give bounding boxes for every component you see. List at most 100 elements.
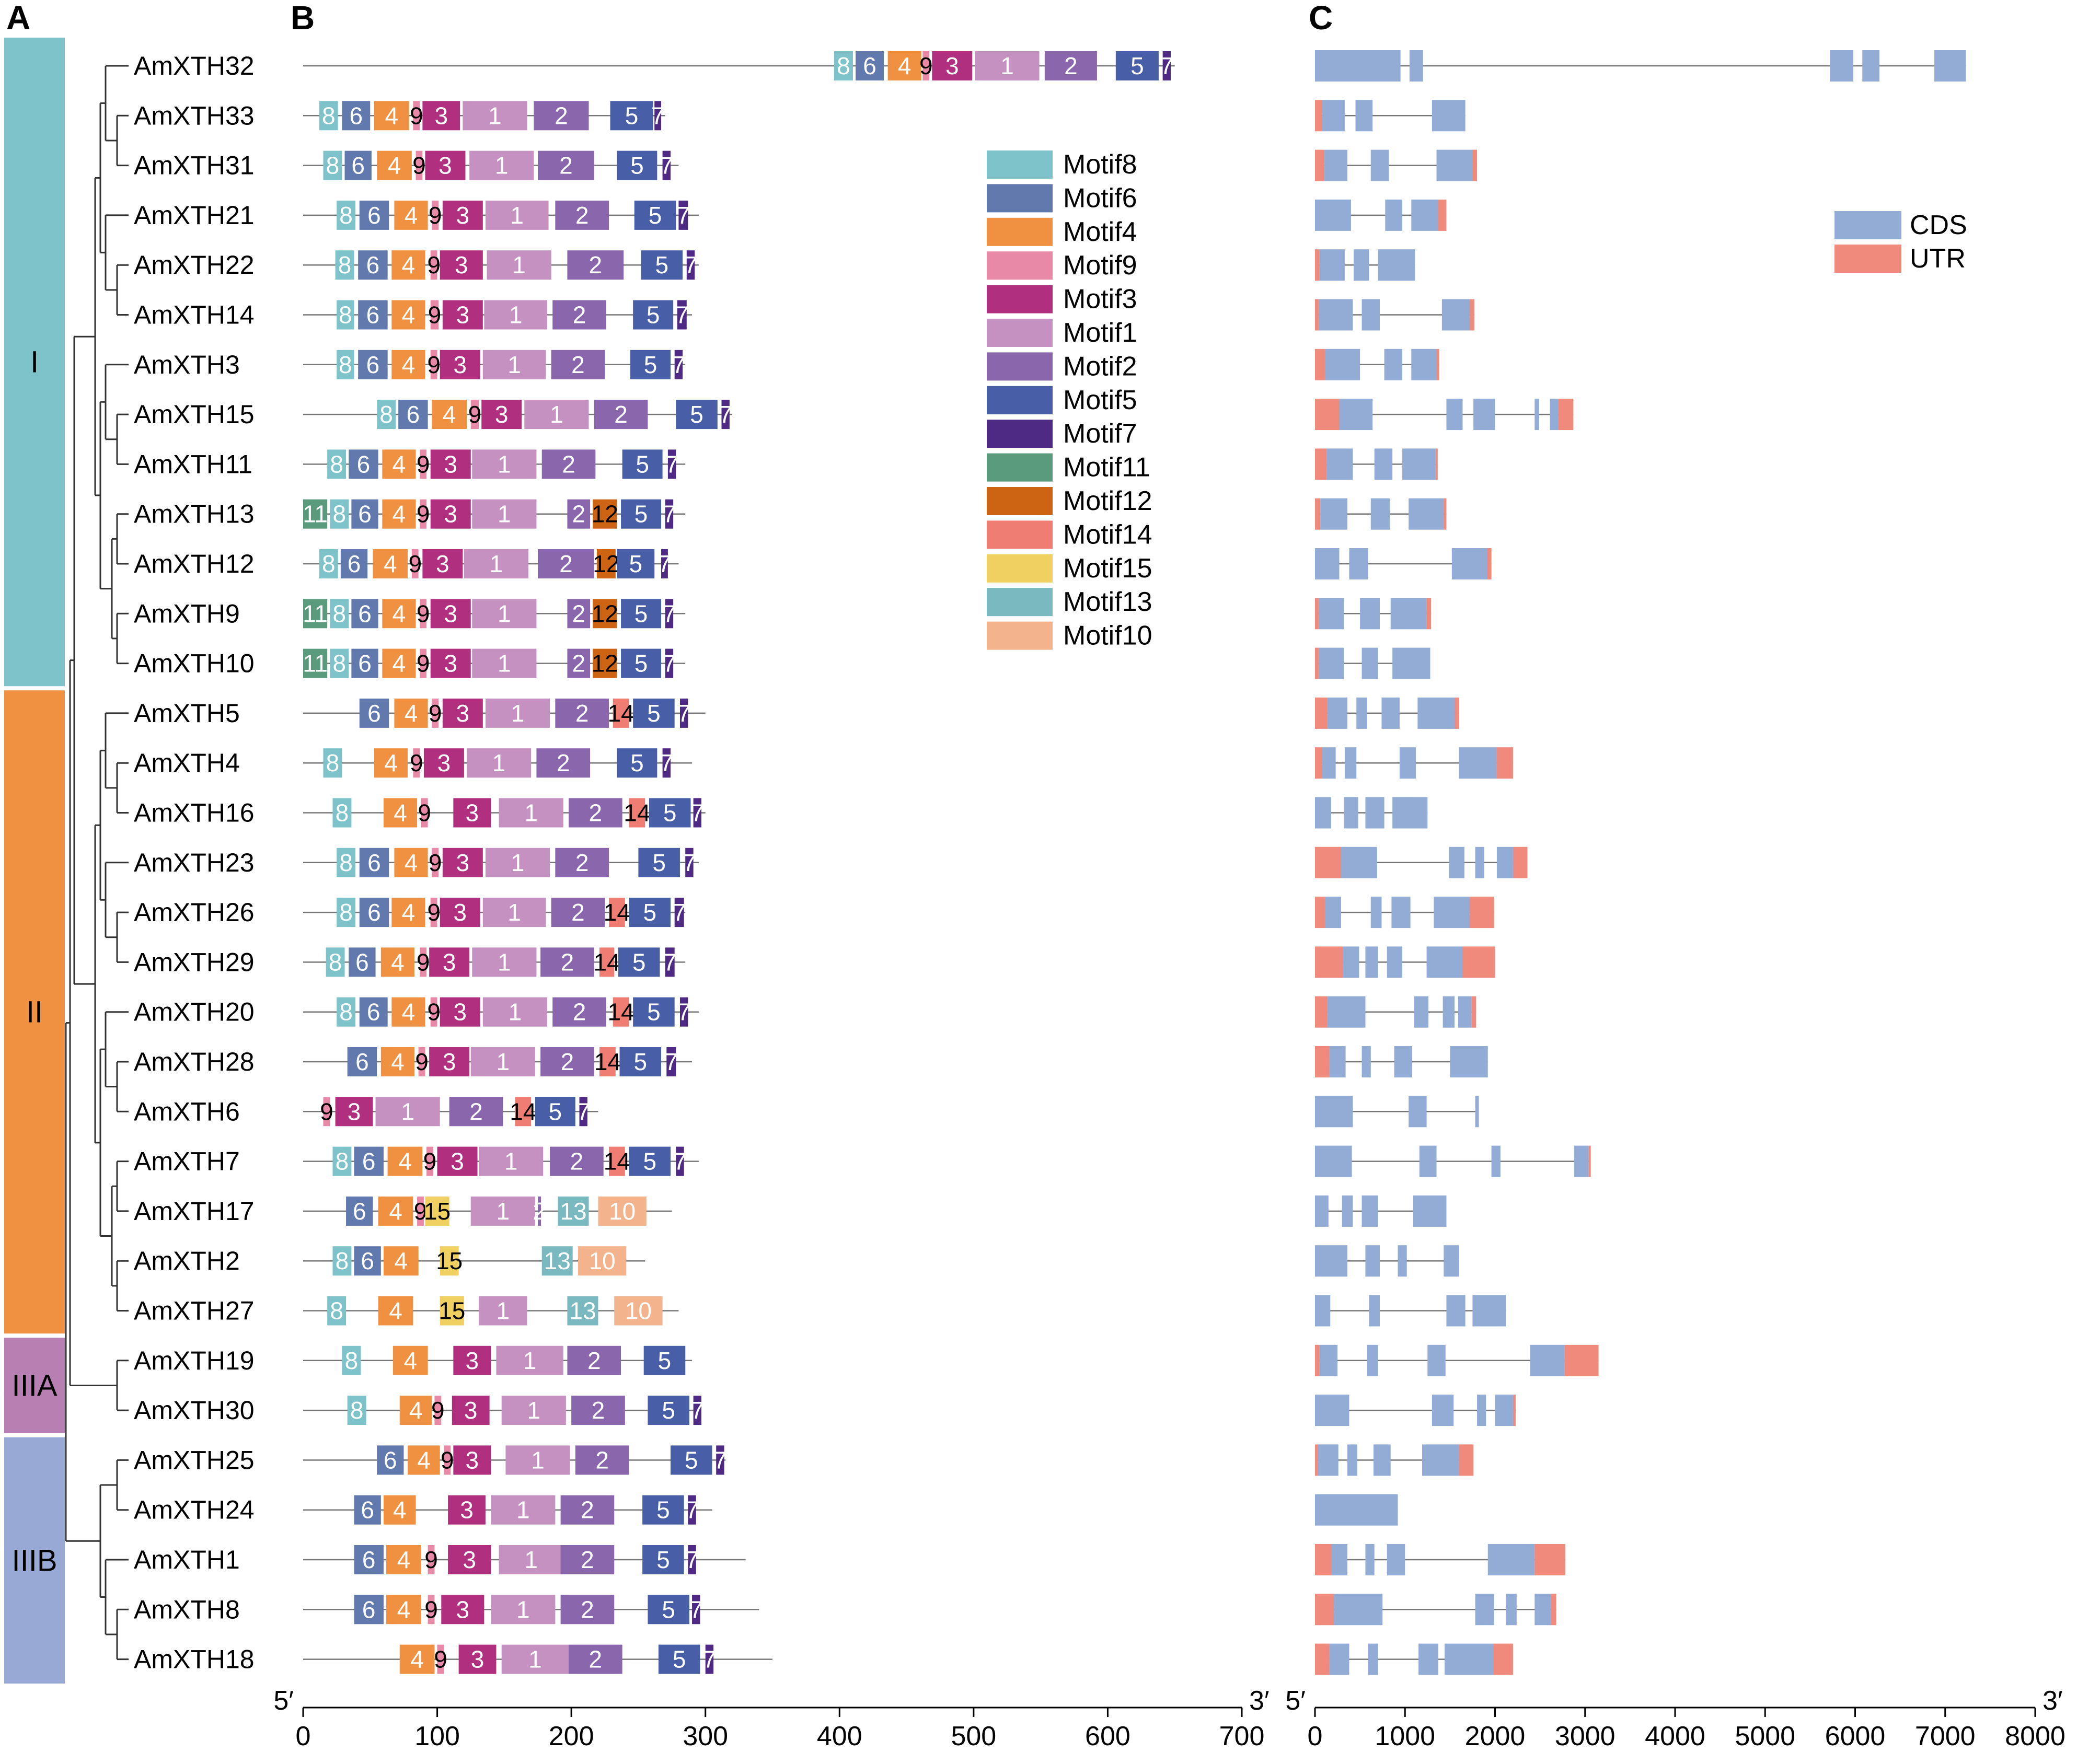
motif-2-box <box>534 101 589 131</box>
clade-label: II <box>26 995 43 1029</box>
motif-number: 3 <box>465 799 479 827</box>
motif-2-box <box>449 1097 503 1127</box>
motif-4-box <box>383 1246 419 1276</box>
cds-block <box>1315 1096 1353 1128</box>
motif-number: 3 <box>455 251 468 278</box>
motif-number: 6 <box>863 52 876 79</box>
motif-4-box <box>383 798 418 828</box>
gene-label: AmXTH26 <box>134 898 255 927</box>
cds-block <box>1413 1195 1447 1227</box>
motif-15-box <box>440 1296 464 1326</box>
motif-3-box <box>442 848 483 877</box>
motif-2-box <box>538 549 594 578</box>
motif-1-box <box>505 1445 570 1475</box>
motif-5-box <box>634 200 676 230</box>
motif-7-box <box>665 599 674 629</box>
motif-number: 7 <box>664 1048 678 1075</box>
motif-2-box <box>550 1146 604 1176</box>
cds-block <box>1315 1494 1398 1526</box>
motif-3-box <box>440 350 480 379</box>
motif-3-box <box>932 51 973 80</box>
motif-6-box <box>359 200 389 230</box>
motif-6-box <box>340 549 368 578</box>
cds-block <box>1387 1544 1405 1575</box>
utr-block <box>1315 697 1328 729</box>
motif-14-box <box>608 898 625 927</box>
tick-label: 5000 <box>1735 1721 1795 1751</box>
motif-4-box <box>377 150 412 180</box>
cds-block <box>1318 1444 1338 1476</box>
motif-8-box <box>342 1345 361 1375</box>
motif-8-box <box>335 250 354 280</box>
cds-block <box>1830 50 1854 82</box>
utr-block <box>1564 1344 1599 1376</box>
motif-7-box <box>667 449 676 479</box>
motif-5-box <box>617 748 657 778</box>
motif-number: 5 <box>549 1098 562 1125</box>
gene-label: AmXTH7 <box>134 1147 240 1176</box>
legend-swatch <box>987 621 1053 650</box>
motif-4-box <box>408 1445 440 1475</box>
motif-number: 5 <box>636 450 649 478</box>
motif-8-box <box>337 898 356 927</box>
motif-9-box <box>430 350 437 379</box>
cds-block <box>1414 996 1429 1028</box>
legend-swatch <box>987 150 1053 179</box>
motif-number: 6 <box>366 351 380 378</box>
motif-number: 4 <box>393 450 406 478</box>
legend-label: Motif10 <box>1063 621 1152 651</box>
motif-number: 4 <box>443 401 456 428</box>
motif-number: 1 <box>509 999 522 1026</box>
motif-number: 4 <box>405 700 418 727</box>
motif-number: 9 <box>410 749 423 776</box>
motif-4-box <box>887 51 921 80</box>
motif-8-box <box>337 350 354 379</box>
motif-number: 1 <box>492 749 506 776</box>
motif-number: 9 <box>417 450 430 478</box>
motif-number: 1 <box>527 1397 541 1424</box>
motif-6-box <box>342 101 371 131</box>
motif-3-box <box>442 200 483 230</box>
motif-1-box <box>472 947 537 977</box>
utr-block <box>1315 349 1325 380</box>
motif-1-box <box>491 1495 556 1525</box>
motif-number: 6 <box>358 650 372 677</box>
cds-block <box>1334 1594 1383 1626</box>
cds-block <box>1322 100 1345 132</box>
legend-swatch <box>987 386 1053 414</box>
gene-label: AmXTH16 <box>134 798 255 828</box>
motif-number: 15 <box>424 1198 451 1225</box>
motif-2-box <box>594 400 648 430</box>
motif-number: 2 <box>581 1546 594 1573</box>
motif-9-box <box>420 947 427 977</box>
cds-block <box>1391 897 1411 929</box>
motif-number: 5 <box>673 1646 686 1673</box>
motif-9-box <box>444 1445 451 1475</box>
motif-number: 3 <box>465 1446 479 1473</box>
motif-number: 1 <box>523 1347 537 1374</box>
utr-block <box>1315 1643 1330 1675</box>
gene-structure-axis: 0 1000 2000 3000 4000 5000 6000 7000 8000 5′ 3′ <box>1285 1686 2066 1751</box>
motif-number: 3 <box>451 1148 464 1175</box>
cds-block <box>1475 1594 1494 1626</box>
motif-1-box <box>485 698 550 728</box>
utr-block <box>1486 548 1492 579</box>
gene-label: AmXTH22 <box>134 250 255 280</box>
tick-label: 6000 <box>1825 1721 1886 1751</box>
motif-number: 7 <box>660 749 674 776</box>
motif-number: 9 <box>417 600 430 627</box>
motif-number: 9 <box>429 202 442 229</box>
motif-7-box <box>721 400 730 430</box>
cds-block <box>1398 1245 1407 1277</box>
motif-number: 3 <box>443 948 456 976</box>
motif-number: 10 <box>589 1247 616 1274</box>
legend-swatch <box>987 352 1053 381</box>
cds-block <box>1409 1096 1427 1128</box>
cds-block <box>1475 846 1484 878</box>
cds-block <box>1477 1395 1486 1426</box>
motif-9-box <box>430 300 439 330</box>
motif-number: 7 <box>677 999 691 1026</box>
motif-7-box <box>679 698 688 728</box>
motif-number: 4 <box>388 152 401 179</box>
